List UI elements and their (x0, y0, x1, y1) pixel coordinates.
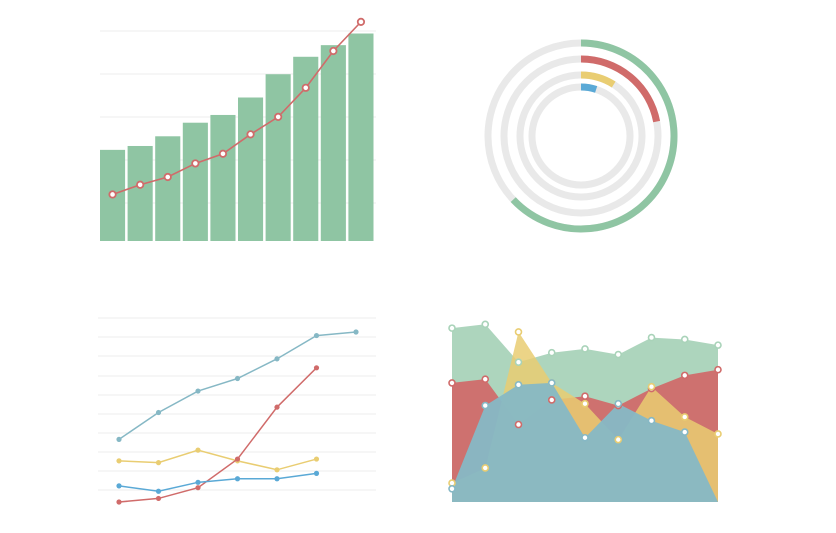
series-line-3 (118, 367, 318, 503)
trend-point-5 (218, 149, 228, 158)
series-4-point-1 (116, 483, 122, 489)
series-3-point-6 (313, 365, 320, 371)
area-3-point-9 (714, 430, 722, 438)
trend-point-10 (356, 17, 366, 26)
series-line-2 (118, 449, 317, 471)
trend-point-3 (163, 172, 172, 182)
area-4-point-5 (581, 433, 589, 442)
area-2-point-2 (481, 375, 490, 383)
series-1-point-4 (234, 375, 241, 382)
bar-9 (320, 45, 346, 241)
area-4-point-1 (448, 484, 456, 493)
ring-progress-2 (580, 55, 661, 123)
area-4-point-4 (547, 379, 556, 387)
series-1-point-6 (313, 332, 320, 339)
series-1-point-2 (155, 409, 162, 416)
area-3-point-7 (647, 382, 656, 391)
area-2-point-5 (581, 392, 589, 400)
ring-progress-1 (510, 39, 678, 233)
series-2-point-3 (195, 447, 201, 453)
area-2-point-4 (547, 396, 556, 404)
trend-point-9 (329, 46, 338, 56)
area-2-point-1 (448, 379, 456, 387)
series-4-point-4 (234, 476, 241, 482)
series-2-point-5 (274, 467, 280, 473)
area-1-point-9 (714, 341, 722, 349)
area-2-point-9 (714, 365, 722, 374)
series-4-point-5 (274, 476, 280, 482)
trend-line (112, 21, 362, 196)
area-3-point-6 (614, 435, 623, 444)
series-2-point-1 (116, 458, 122, 464)
series-4-point-3 (195, 479, 201, 485)
trend-point-6 (246, 130, 255, 139)
series-3-point-4 (234, 456, 241, 462)
series-1-point-3 (195, 388, 201, 394)
series-line-4 (118, 472, 317, 493)
area-3-point-2 (481, 464, 490, 472)
series-1-point-1 (116, 436, 122, 442)
bar-4 (182, 122, 208, 241)
series-4-point-6 (313, 470, 320, 476)
area-1-point-5 (581, 345, 589, 353)
series-2-point-6 (313, 456, 320, 462)
area-1-point-2 (481, 320, 490, 329)
area-4-point-8 (680, 428, 689, 436)
area-4-point-7 (647, 416, 656, 425)
area-1-point-3 (514, 358, 523, 366)
trend-point-1 (108, 190, 117, 199)
area-4-point-6 (614, 399, 623, 408)
bar-10 (348, 33, 374, 241)
area-1-point-6 (614, 350, 623, 359)
series-3-point-3 (195, 485, 201, 491)
area-1-point-4 (547, 348, 556, 357)
series-1-point-7 (353, 329, 359, 335)
area-1-point-8 (680, 335, 689, 344)
trend-point-2 (136, 180, 145, 189)
series-4-point-2 (155, 488, 162, 494)
area-2-point-8 (680, 371, 689, 380)
area-1-point-7 (647, 333, 656, 342)
ring-progress-3 (580, 71, 616, 88)
bar-3 (155, 136, 181, 241)
trend-point-4 (191, 159, 200, 168)
area-1-point-1 (448, 324, 456, 332)
area-3-point-5 (581, 399, 589, 408)
bar-6 (238, 97, 264, 241)
bar-2 (127, 145, 153, 241)
series-1-point-5 (274, 356, 280, 362)
area-4-point-2 (481, 401, 490, 410)
bar-5 (210, 114, 236, 241)
area-4-point-3 (514, 381, 523, 389)
area-3-point-8 (680, 413, 689, 421)
ring-progress-4 (580, 83, 598, 93)
trend-point-7 (274, 112, 283, 121)
series-3-point-2 (155, 495, 162, 502)
series-2-point-2 (155, 460, 162, 466)
bar-7 (265, 74, 291, 242)
area-3-point-3 (514, 328, 523, 336)
area-4 (452, 382, 718, 502)
series-3-point-5 (274, 404, 280, 410)
trend-point-8 (301, 83, 310, 92)
series-3-point-1 (116, 499, 122, 505)
area-2-point-3 (514, 420, 523, 429)
